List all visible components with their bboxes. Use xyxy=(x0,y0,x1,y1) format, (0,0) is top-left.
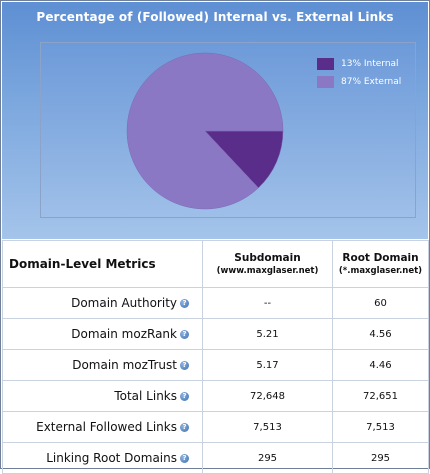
row-label: Linking Root Domains xyxy=(46,451,177,465)
pie-slice-external xyxy=(126,52,284,210)
root-domain-value: 72,651 xyxy=(332,380,429,412)
pie-slice-internal xyxy=(204,130,284,189)
row-label: Total Links xyxy=(114,389,177,403)
row-label-cell: Domain mozRank? xyxy=(2,318,203,350)
legend-swatch-external xyxy=(317,76,334,88)
help-icon[interactable]: ? xyxy=(180,361,189,370)
row-label: Domain mozRank xyxy=(71,327,177,341)
plot-area: 13% Internal 87% External xyxy=(40,42,416,218)
legend-item-external: 87% External xyxy=(317,73,401,91)
row-label: External Followed Links xyxy=(36,420,177,434)
legend-swatch-internal xyxy=(317,58,334,70)
help-icon[interactable]: ? xyxy=(180,423,189,432)
metrics-table: Domain-Level Metrics Subdomain (www.maxg… xyxy=(2,240,429,474)
root-domain-value: 4.56 xyxy=(332,318,429,350)
root-domain-value: 7,513 xyxy=(332,411,429,443)
legend-label-external: 87% External xyxy=(341,77,402,87)
row-label-cell: Domain mozTrust? xyxy=(2,349,203,381)
table-row: External Followed Links? 7,513 7,513 xyxy=(2,411,429,443)
column-header-root-domain: Root Domain (*.maxglaser.net) xyxy=(332,240,429,288)
legend: 13% Internal 87% External xyxy=(317,55,401,91)
row-label-cell: External Followed Links? xyxy=(2,411,203,443)
root-domain-value: 4.46 xyxy=(332,349,429,381)
table-row: Domain Authority? -- 60 xyxy=(2,287,429,319)
table-row: Total Links? 72,648 72,651 xyxy=(2,380,429,412)
table-row: Domain mozTrust? 5.17 4.46 xyxy=(2,349,429,381)
subdomain-value: -- xyxy=(202,287,333,319)
column-header-sub: (www.maxglaser.net) xyxy=(216,266,319,276)
column-header-subdomain: Subdomain (www.maxglaser.net) xyxy=(202,240,333,288)
legend-item-internal: 13% Internal xyxy=(317,55,401,73)
chart-panel: Percentage of (Followed) Internal vs. Ex… xyxy=(2,2,428,239)
column-header-main: Subdomain xyxy=(234,252,301,264)
subdomain-value: 5.17 xyxy=(202,349,333,381)
subdomain-value: 72,648 xyxy=(202,380,333,412)
table-title: Domain-Level Metrics xyxy=(2,240,203,288)
subdomain-value: 7,513 xyxy=(202,411,333,443)
row-label: Domain Authority xyxy=(71,296,177,310)
subdomain-value: 5.21 xyxy=(202,318,333,350)
help-icon[interactable]: ? xyxy=(180,454,189,463)
row-label-cell: Domain Authority? xyxy=(2,287,203,319)
column-header-sub: (*.maxglaser.net) xyxy=(338,266,423,276)
help-icon[interactable]: ? xyxy=(180,330,189,339)
row-label: Domain mozTrust xyxy=(72,358,177,372)
table-row: Domain mozRank? 5.21 4.56 xyxy=(2,318,429,350)
root-domain-value: 60 xyxy=(332,287,429,319)
table-header-row: Domain-Level Metrics Subdomain (www.maxg… xyxy=(2,240,429,288)
help-icon[interactable]: ? xyxy=(180,392,189,401)
legend-label-internal: 13% Internal xyxy=(341,59,399,69)
row-label-cell: Total Links? xyxy=(2,380,203,412)
chart-title: Percentage of (Followed) Internal vs. Ex… xyxy=(36,10,394,24)
help-icon[interactable]: ? xyxy=(180,299,189,308)
pie-chart xyxy=(126,52,284,210)
column-header-main: Root Domain xyxy=(342,252,419,264)
